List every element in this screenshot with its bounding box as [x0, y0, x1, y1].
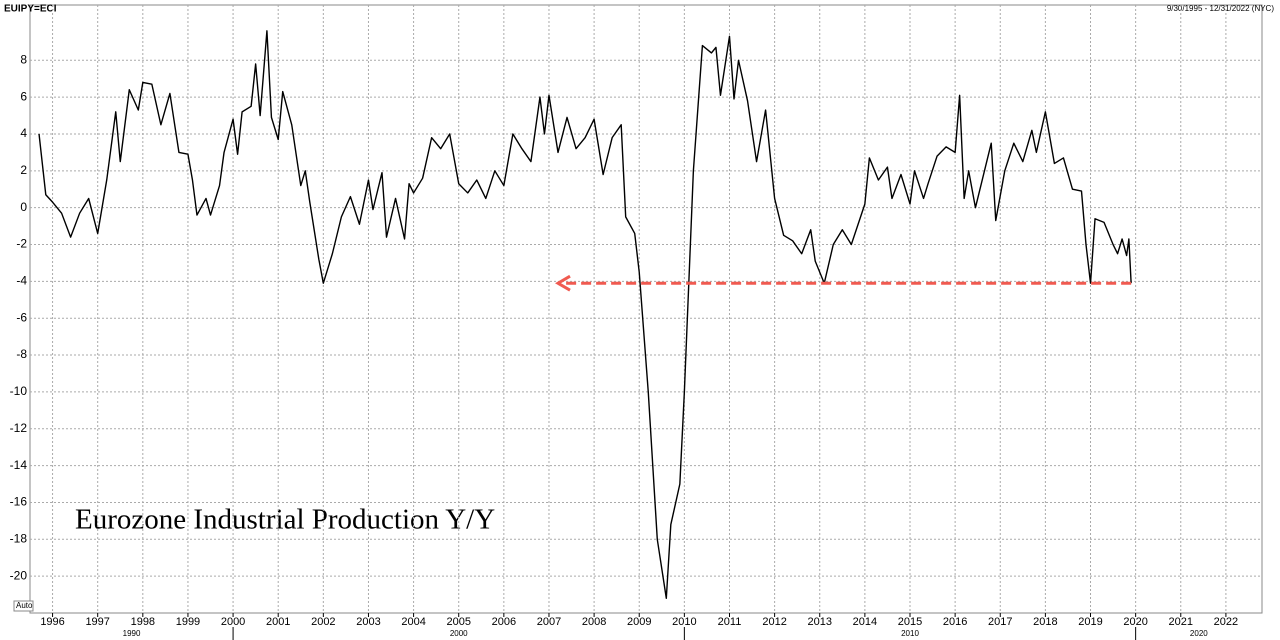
y-tick-label: -8: [16, 347, 27, 361]
annotation: Eurozone Industrial Production Y/Y: [75, 504, 495, 536]
x-tick-label: 2002: [311, 616, 335, 628]
x-tick-label: 1997: [85, 616, 109, 628]
data-line: [38, 30, 1132, 599]
x-tick-label: 2003: [356, 616, 380, 628]
x-tick-label: 1999: [176, 616, 200, 628]
y-tick-label: -6: [16, 310, 27, 324]
y-tick-label: -16: [10, 495, 28, 509]
x-tick-label: 2012: [762, 616, 786, 628]
x-tick-label: 2010: [672, 616, 696, 628]
x-tick-label: 2022: [1214, 616, 1238, 628]
y-tick-label: 6: [20, 89, 27, 103]
symbol: EUIPY=ECI: [4, 4, 57, 15]
x-tick-label: 2011: [718, 616, 742, 628]
y-tick-label: 0: [20, 200, 27, 214]
decade-label: 2010: [901, 629, 919, 638]
arrow-head: [555, 274, 571, 292]
date-range: 9/30/1995 - 12/31/2022 (NYC): [1167, 4, 1275, 13]
x-tick-label: 2000: [221, 616, 245, 628]
y-tick-label: -10: [10, 384, 28, 398]
y-tick-label: -2: [16, 237, 27, 251]
y-tick-label: -4: [16, 274, 27, 288]
x-tick-label: 1998: [131, 616, 155, 628]
x-tick-label: 2018: [1033, 616, 1057, 628]
x-tick-label: 2004: [401, 616, 425, 628]
x-tick-label: 2016: [943, 616, 967, 628]
scale-mode-box: [13, 600, 34, 612]
y-tick-label: 8: [20, 52, 27, 66]
scale-mode: Auto: [16, 601, 33, 610]
x-tick-label: 2019: [1078, 616, 1102, 628]
y-tick-label: 4: [20, 126, 27, 140]
x-tick-label: 2008: [582, 616, 606, 628]
y-tick-label: -18: [10, 531, 28, 545]
plot-frame: [29, 4, 1263, 614]
y-tick-label: 2: [20, 163, 27, 177]
x-tick-label: 2001: [266, 616, 290, 628]
y-tick-label: -20: [10, 568, 28, 582]
decade-label: 2020: [1190, 629, 1208, 638]
x-tick-label: 2014: [853, 616, 877, 628]
x-tick-label: 2006: [492, 616, 516, 628]
x-tick-label: 2020: [1123, 616, 1147, 628]
y-tick-label: -14: [10, 458, 28, 472]
x-tick-label: 2005: [446, 616, 470, 628]
x-tick-label: 2015: [898, 616, 922, 628]
x-tick-label: 2013: [808, 616, 832, 628]
decade-label: 2000: [450, 629, 468, 638]
x-tick-label: 2021: [1169, 616, 1193, 628]
decade-label: 1990: [123, 629, 141, 638]
x-tick-label: 1996: [40, 616, 64, 628]
x-tick-label: 2017: [988, 616, 1012, 628]
y-tick-label: -12: [10, 421, 28, 435]
x-tick-label: 2009: [627, 616, 651, 628]
x-tick-label: 2007: [537, 616, 561, 628]
